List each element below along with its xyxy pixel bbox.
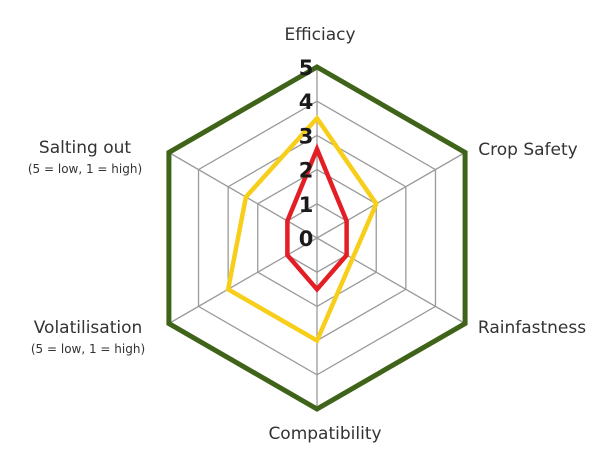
series-green	[166, 64, 468, 412]
scale-tick-label: 4	[299, 90, 314, 114]
grid-spoke	[168, 237, 318, 325]
scale-tick-label: 1	[299, 193, 314, 217]
series-red	[285, 143, 349, 293]
axis-label: Rainfastness	[478, 318, 586, 338]
scale-tick-label: 5	[299, 56, 314, 80]
grid-spoke	[316, 237, 466, 325]
axis-label: Salting out	[39, 138, 131, 158]
axis-sublabel: (5 = low, 1 = high)	[28, 162, 142, 176]
series-yellow	[225, 114, 379, 344]
axis-sublabel: (5 = low, 1 = high)	[31, 342, 145, 356]
axis-label: Compatibility	[268, 424, 381, 444]
scale-tick-label: 2	[299, 159, 314, 183]
scale-tick-label: 0	[299, 227, 314, 251]
axis-label: Crop Safety	[478, 140, 577, 160]
scale-tick-label: 3	[299, 124, 314, 148]
axis-label: Volatilisation	[34, 318, 143, 338]
grid-spoke	[316, 151, 466, 239]
axis-label: Efficiacy	[284, 25, 355, 45]
grid-spoke	[168, 151, 318, 239]
